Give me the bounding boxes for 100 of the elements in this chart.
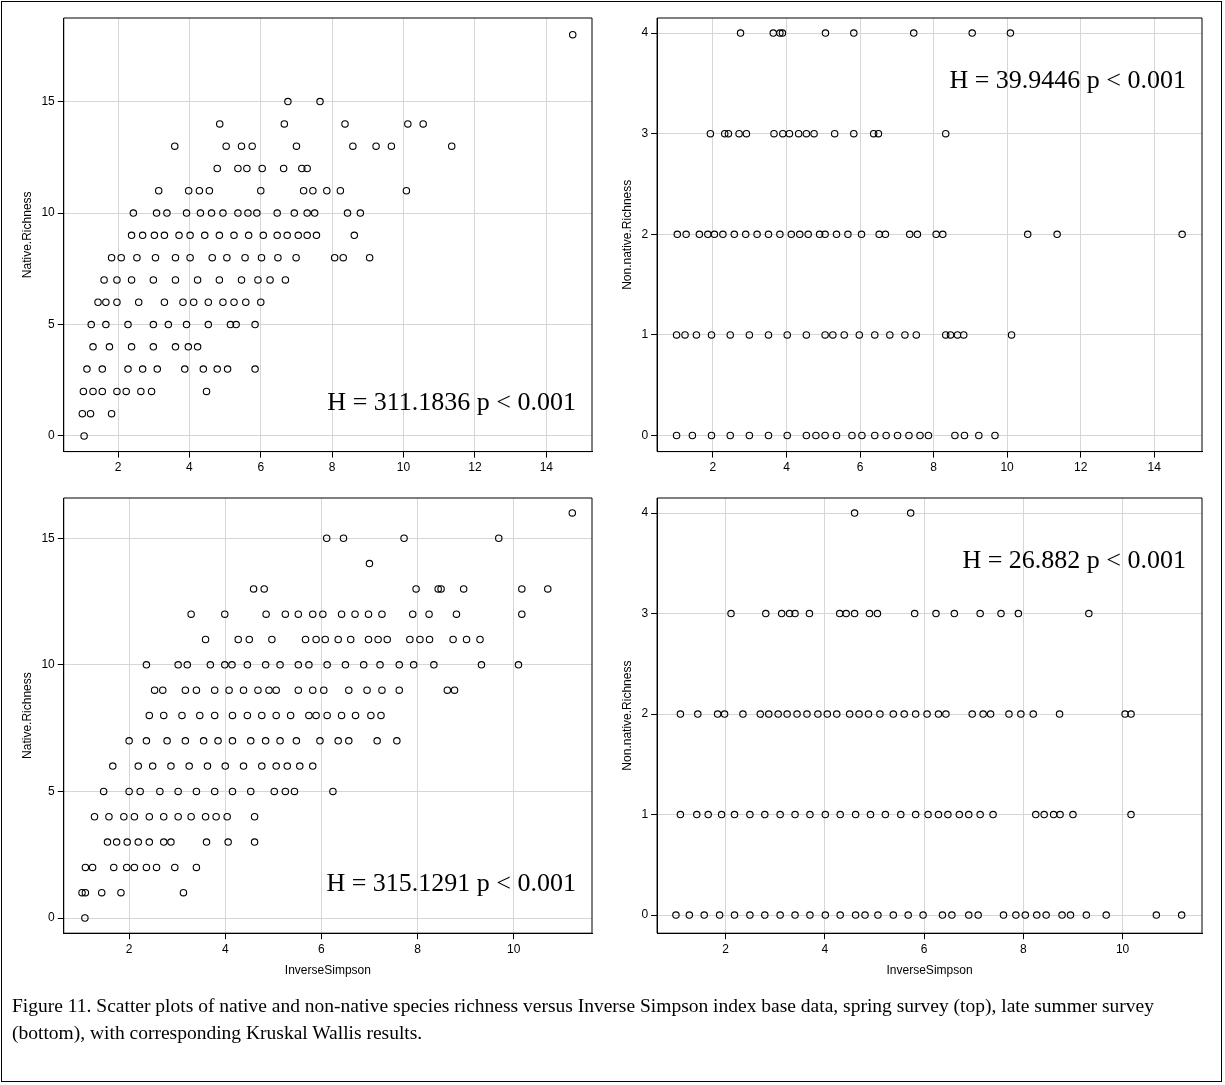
point — [850, 509, 859, 517]
point — [171, 863, 179, 872]
point — [400, 534, 408, 542]
y-tick-label: 2 — [641, 226, 649, 241]
point — [1085, 609, 1093, 618]
point — [720, 710, 729, 718]
point — [100, 276, 108, 284]
point — [308, 610, 317, 618]
point — [316, 737, 324, 745]
point — [803, 710, 811, 718]
point — [858, 431, 866, 440]
point — [145, 711, 154, 720]
x-tick-label: 4 — [783, 460, 791, 475]
point — [154, 187, 163, 195]
point — [279, 164, 288, 173]
x-tick-label: 12 — [468, 460, 482, 475]
point — [893, 431, 902, 440]
point — [1056, 810, 1064, 819]
point — [770, 129, 778, 138]
point — [425, 635, 434, 644]
point — [787, 230, 796, 239]
point — [374, 635, 382, 644]
point — [805, 609, 814, 618]
point — [171, 343, 180, 351]
point — [373, 737, 381, 745]
point — [911, 810, 920, 819]
point — [447, 142, 456, 150]
point — [568, 30, 577, 39]
point — [226, 320, 235, 329]
point — [1127, 710, 1135, 718]
point — [704, 810, 712, 819]
point — [568, 509, 577, 517]
x-tick-label: 14 — [1147, 460, 1162, 475]
point — [245, 635, 254, 644]
point — [107, 409, 116, 418]
point — [237, 276, 246, 284]
point — [251, 320, 259, 329]
point — [81, 863, 90, 872]
point — [329, 787, 337, 796]
x-tick-label: 8 — [414, 941, 422, 956]
point — [117, 253, 125, 262]
point — [416, 635, 424, 644]
point — [850, 29, 858, 37]
point — [707, 431, 716, 440]
point — [179, 888, 188, 897]
point — [365, 559, 374, 568]
point — [83, 365, 91, 373]
y-tick-label: 15 — [41, 93, 56, 108]
point — [334, 635, 342, 644]
point — [223, 253, 231, 262]
x-tick-label: 2 — [722, 941, 730, 956]
point — [322, 534, 331, 542]
point — [88, 863, 97, 872]
point — [249, 585, 258, 593]
point — [991, 431, 999, 440]
point — [127, 343, 136, 351]
point — [213, 164, 221, 173]
point — [250, 812, 259, 821]
point — [145, 812, 154, 821]
point — [953, 331, 962, 339]
point — [932, 609, 940, 618]
point — [934, 710, 943, 718]
point — [150, 686, 159, 694]
point — [250, 838, 259, 846]
point — [804, 230, 812, 239]
point — [764, 331, 773, 339]
point — [283, 762, 292, 770]
point — [974, 911, 982, 919]
point — [408, 610, 417, 618]
point — [349, 142, 357, 150]
point — [544, 585, 552, 593]
point — [246, 737, 255, 745]
point — [199, 365, 208, 373]
point — [495, 534, 503, 542]
point — [832, 230, 841, 239]
point — [923, 710, 931, 718]
point — [855, 710, 863, 718]
point — [181, 365, 189, 373]
point — [377, 711, 385, 720]
point — [124, 365, 132, 373]
point — [726, 331, 734, 339]
point — [213, 365, 221, 373]
point — [851, 810, 860, 819]
point — [1178, 230, 1186, 239]
point — [215, 231, 224, 240]
point — [272, 711, 280, 720]
point — [874, 911, 882, 919]
point — [720, 129, 729, 138]
point — [761, 911, 769, 919]
point — [125, 737, 133, 745]
y-tick-label: 10 — [41, 205, 56, 220]
point — [850, 609, 859, 618]
point — [889, 710, 898, 718]
point — [742, 129, 751, 138]
point — [1006, 29, 1015, 37]
y-axis-title: Native.Richness — [19, 191, 34, 279]
point — [237, 142, 246, 150]
point — [378, 686, 386, 694]
point — [257, 187, 265, 195]
point — [395, 661, 403, 669]
